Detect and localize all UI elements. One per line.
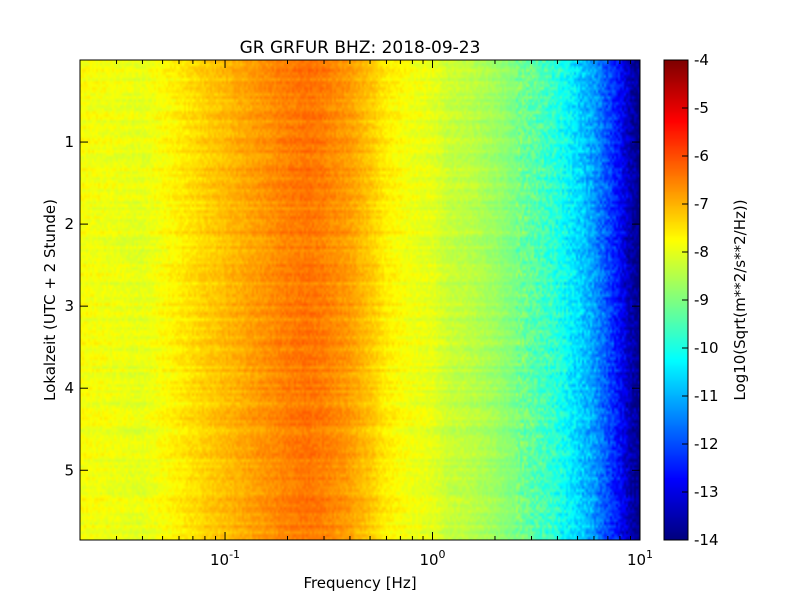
heatmap-image (80, 60, 640, 540)
colorbar-tick-label: -6 (694, 147, 709, 165)
y-tick-label: 2 (64, 215, 74, 233)
y-tick-label: 3 (64, 297, 74, 315)
chart-title: GR GRFUR BHZ: 2018-09-23 (240, 38, 481, 58)
colorbar-tick-label: -14 (694, 531, 719, 549)
colorbar-tick-label: -5 (694, 99, 709, 117)
colorbar-tick-label: -9 (694, 291, 709, 309)
x-tick-label: 101 (627, 548, 653, 569)
colorbar-tick-label: -11 (694, 387, 719, 405)
x-axis-ticks: 10-1 100 101 (79, 60, 653, 569)
colorbar-tick-label: -12 (694, 435, 719, 453)
x-tick-label: 100 (419, 548, 445, 569)
plot-frame (79, 59, 641, 541)
colorbar-tick-label: -13 (694, 483, 719, 501)
colorbar-tick-label: -7 (694, 195, 709, 213)
colorbar-tick-label: -8 (694, 243, 709, 261)
x-tick-label: 10-1 (210, 548, 240, 569)
colorbar-label: Log10(Sqrt(m**2/s**2/Hz)) (731, 199, 749, 400)
y-tick-label: 4 (64, 379, 74, 397)
y-axis-label: Lokalzeit (UTC + 2 Stunde) (41, 199, 59, 401)
colorbar-tick-label: -10 (694, 339, 719, 357)
plot-area (79, 59, 641, 541)
colorbar-ticks: -4 -5 -6 -7 -8 -9 -10 -11 -12 -13 -14 (682, 51, 719, 549)
colorbar-tick-label: -4 (694, 51, 709, 69)
x-axis-label: Frequency [Hz] (303, 574, 416, 592)
y-axis-ticks: 1 2 3 4 5 (64, 133, 640, 479)
y-tick-label: 5 (64, 461, 74, 479)
y-tick-label: 1 (64, 133, 74, 151)
